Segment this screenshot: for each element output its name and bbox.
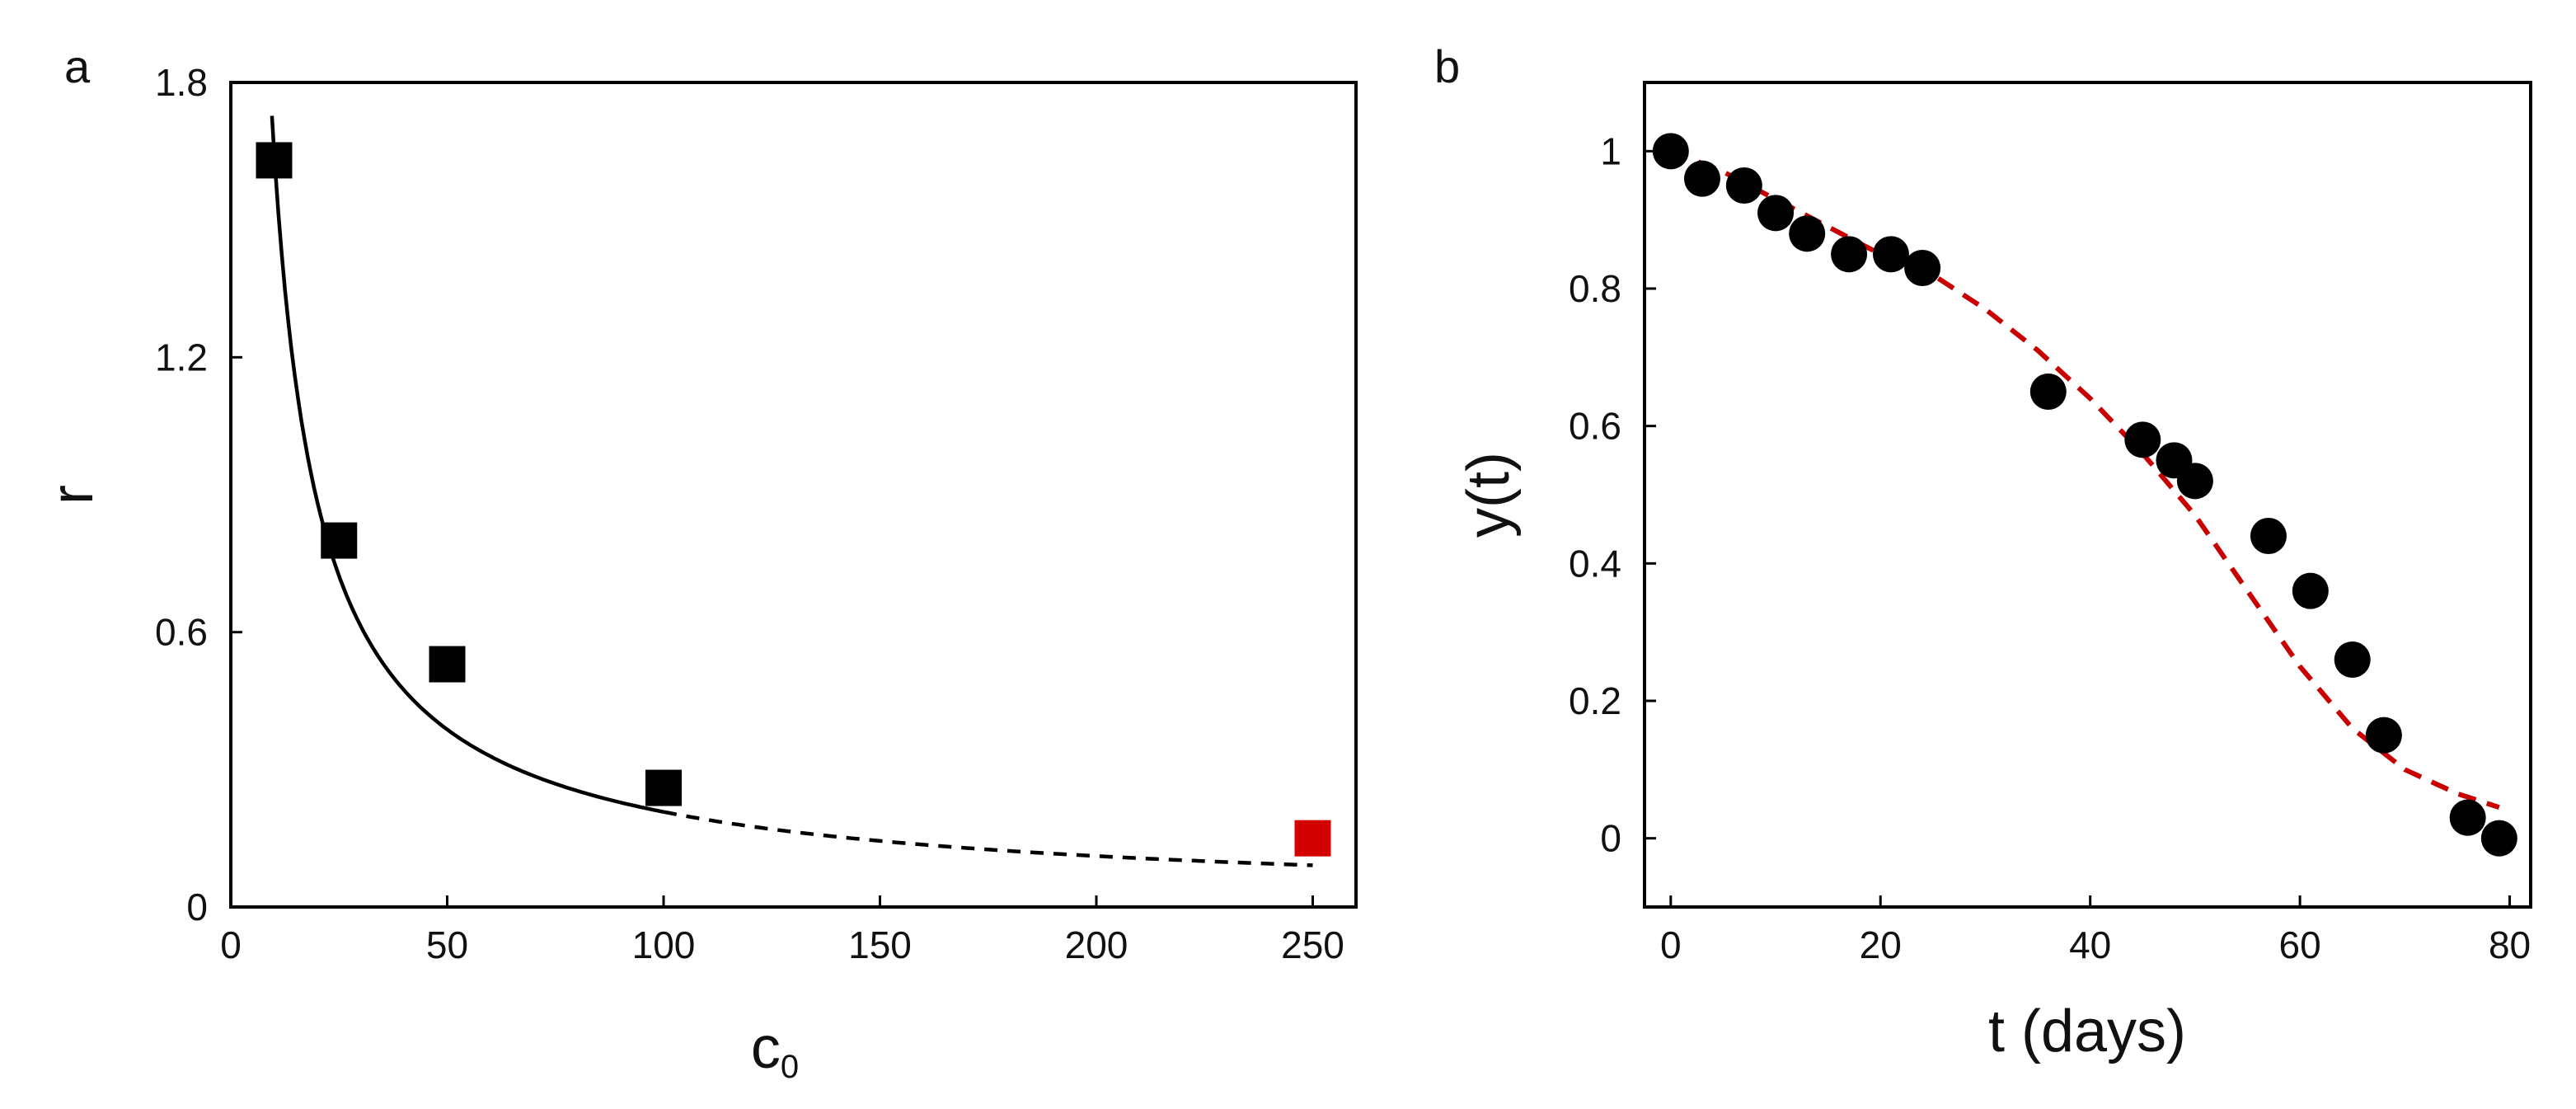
data-point-marker xyxy=(2029,374,2067,410)
panel-b-xtick-label: 60 xyxy=(2279,923,2321,966)
data-point-marker xyxy=(2124,421,2161,458)
panel-b-xtick-label: 20 xyxy=(1860,923,1902,966)
panel-b-label: b xyxy=(1434,40,1460,92)
panel-a-points xyxy=(256,142,1331,857)
data-point-marker xyxy=(2250,518,2287,554)
panel-b: b 0 20 40 60 80 0 0.2 0.4 0.6 0.8 1 t (days) y(t) xyxy=(1434,40,2532,1064)
panel-b-points xyxy=(1652,133,2517,857)
panel-b-ticks: 0 20 40 60 80 0 0.2 0.4 0.6 0.8 1 xyxy=(1569,129,2531,966)
panel-b-ytick-label: 0.8 xyxy=(1569,267,1621,310)
panel-b-xtick-label: 0 xyxy=(1660,923,1682,966)
data-point-marker xyxy=(2292,572,2329,609)
panel-a-xtick-label: 50 xyxy=(426,923,468,966)
measured-square-marker xyxy=(256,142,293,179)
panel-b-ylabel: y(t) xyxy=(1456,452,1522,538)
panel-a-label: a xyxy=(64,40,91,92)
panel-b-xtick-label: 80 xyxy=(2489,923,2531,966)
data-point-marker xyxy=(2365,717,2402,754)
data-point-marker xyxy=(1831,236,1868,273)
data-point-marker xyxy=(2334,641,2371,678)
panel-a-xtick-label: 150 xyxy=(848,923,912,966)
panel-b-ytick-label: 0.4 xyxy=(1569,542,1621,585)
data-point-marker xyxy=(1683,160,1720,197)
data-point-marker xyxy=(2176,463,2213,500)
panel-b-ytick-label: 1 xyxy=(1600,129,1621,172)
measured-square-marker xyxy=(645,769,682,806)
panel-a-ticks: 0 50 100 150 200 250 0 0.6 1.2 1.8 xyxy=(155,61,1344,966)
data-point-marker xyxy=(1652,133,1689,170)
data-point-marker xyxy=(1725,167,1762,204)
panel-a-xtick-label: 250 xyxy=(1281,923,1344,966)
fit-curve-dashed xyxy=(1669,148,2500,811)
panel-a-ylabel: r xyxy=(40,485,106,505)
data-point-marker xyxy=(1789,215,1826,252)
panel-a-ytick-label: 1.8 xyxy=(155,61,208,104)
predicted-square-marker xyxy=(1294,820,1331,857)
data-point-marker xyxy=(2449,799,2486,836)
panel-a-xtick-label: 0 xyxy=(220,923,242,966)
measured-square-marker xyxy=(429,646,466,683)
data-point-marker xyxy=(1904,250,1941,286)
panel-b-xlabel: t (days) xyxy=(1988,999,2186,1064)
panel-b-fit xyxy=(1669,148,2500,811)
panel-b-ytick-label: 0.6 xyxy=(1569,405,1621,448)
panel-a-ytick-label: 1.2 xyxy=(155,336,208,378)
data-point-marker xyxy=(1757,195,1795,232)
data-point-marker xyxy=(2480,820,2517,857)
panel-a-fit xyxy=(270,115,1313,867)
panel-b-xtick-label: 40 xyxy=(2069,923,2111,966)
panel-a-frame xyxy=(229,81,1358,909)
data-point-marker xyxy=(1872,236,1909,273)
panel-a-ytick-label: 0.6 xyxy=(155,611,208,654)
panel-a-ytick-label: 0 xyxy=(186,886,208,928)
panel-b-frame xyxy=(1643,81,2532,909)
panel-a-xtick-label: 200 xyxy=(1065,923,1128,966)
panel-a-xtick-label: 100 xyxy=(632,923,696,966)
fit-curve-solid xyxy=(270,115,664,814)
fit-curve-dashed xyxy=(663,810,1313,867)
panel-b-ytick-label: 0 xyxy=(1600,817,1621,860)
panel-a: a 0 50 100 150 200 250 0 0.6 1.2 1.8 c0 r xyxy=(40,40,1358,1085)
panel-a-xlabel: c0 xyxy=(751,1015,799,1085)
measured-square-marker xyxy=(321,522,358,559)
panel-b-ytick-label: 0.2 xyxy=(1569,679,1621,722)
